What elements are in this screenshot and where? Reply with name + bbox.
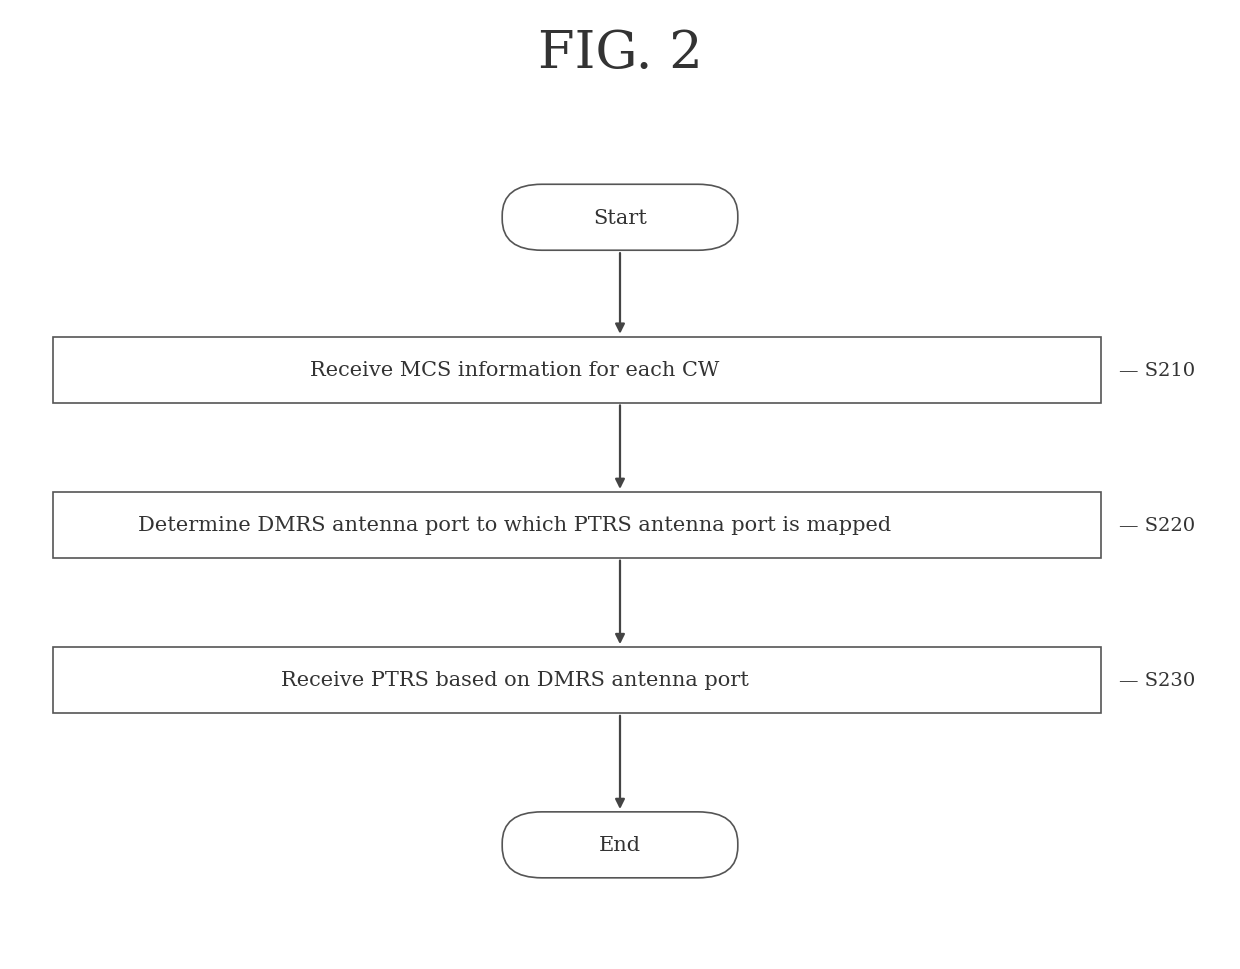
Text: — S230: — S230 bbox=[1118, 672, 1195, 689]
Text: End: End bbox=[599, 835, 641, 855]
Text: Start: Start bbox=[593, 208, 647, 228]
FancyBboxPatch shape bbox=[53, 492, 1101, 558]
Text: Receive MCS information for each CW: Receive MCS information for each CW bbox=[310, 360, 719, 380]
Text: — S210: — S210 bbox=[1118, 361, 1195, 379]
FancyBboxPatch shape bbox=[53, 337, 1101, 403]
Text: Receive PTRS based on DMRS antenna port: Receive PTRS based on DMRS antenna port bbox=[280, 671, 749, 690]
FancyBboxPatch shape bbox=[53, 647, 1101, 713]
Text: Determine DMRS antenna port to which PTRS antenna port is mapped: Determine DMRS antenna port to which PTR… bbox=[138, 516, 892, 535]
FancyBboxPatch shape bbox=[502, 812, 738, 878]
FancyBboxPatch shape bbox=[502, 185, 738, 251]
Text: — S220: — S220 bbox=[1118, 516, 1195, 534]
Text: FIG. 2: FIG. 2 bbox=[538, 28, 702, 78]
